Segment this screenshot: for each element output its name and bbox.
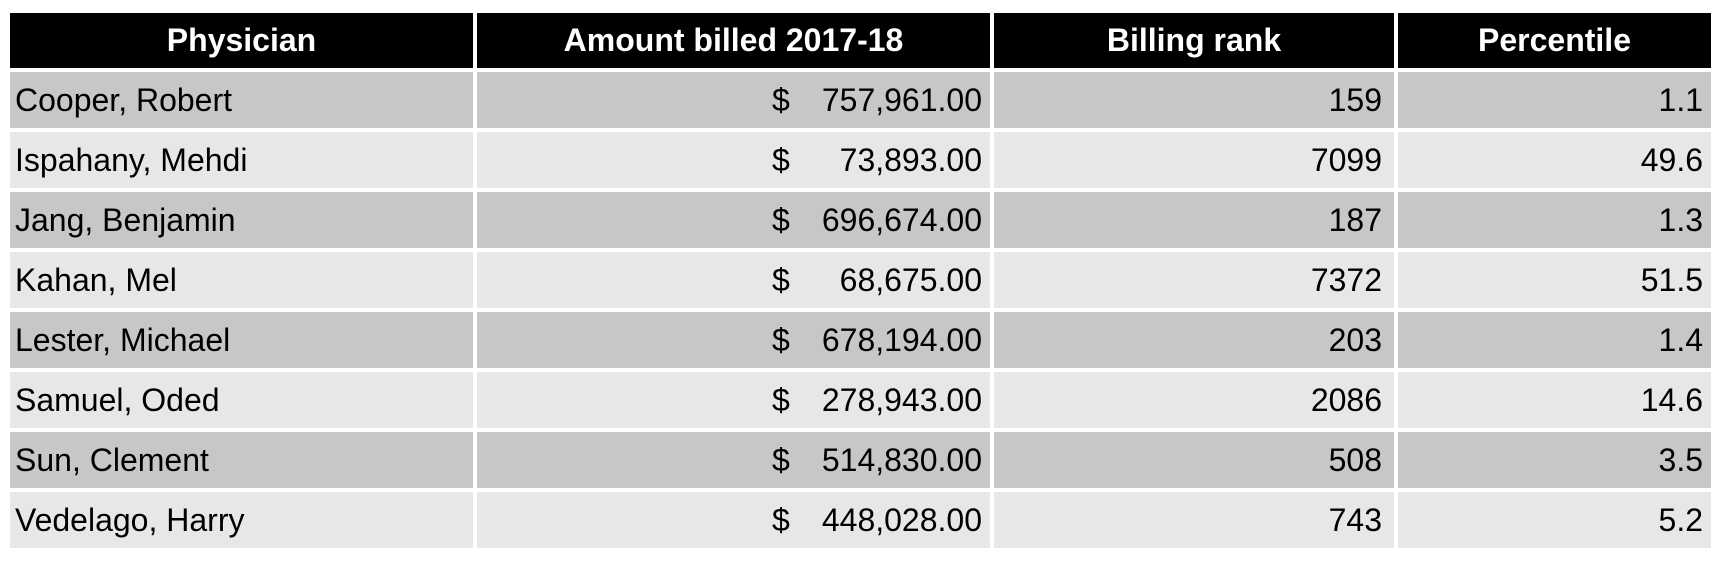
billing-rank-cell: 2086 (994, 372, 1394, 428)
header-cell-percentile: Percentile (1398, 13, 1711, 68)
table-row: Lester, Michael $ 678,194.00 203 1.4 (10, 312, 1711, 368)
currency-symbol: $ (772, 381, 790, 418)
amount-accounting-format: $ 448,028.00 (772, 502, 982, 539)
amount-accounting-format: $ 278,943.00 (772, 382, 982, 419)
currency-symbol: $ (772, 321, 790, 358)
header-cell-amount-billed: Amount billed 2017-18 (477, 13, 990, 68)
currency-symbol: $ (772, 261, 790, 298)
amount-billed-cell: $ 73,893.00 (477, 132, 990, 188)
amount-accounting-format: $ 73,893.00 (772, 142, 982, 179)
header-cell-billing-rank: Billing rank (994, 13, 1394, 68)
percentile-cell: 3.5 (1398, 432, 1711, 488)
billing-rank-cell: 508 (994, 432, 1394, 488)
amount-accounting-format: $ 696,674.00 (772, 202, 982, 239)
amount-value: 678,194.00 (821, 321, 982, 358)
percentile-cell: 5.2 (1398, 492, 1711, 548)
amount-billed-cell: $ 678,194.00 (477, 312, 990, 368)
physician-name-cell: Samuel, Oded (10, 372, 473, 428)
billing-rank-cell: 7372 (994, 252, 1394, 308)
table-row: Sun, Clement $ 514,830.00 508 3.5 (10, 432, 1711, 488)
physician-name-cell: Lester, Michael (10, 312, 473, 368)
billing-rank-cell: 743 (994, 492, 1394, 548)
currency-symbol: $ (772, 81, 790, 118)
amount-billed-cell: $ 68,675.00 (477, 252, 990, 308)
table-row: Samuel, Oded $ 278,943.00 2086 14.6 (10, 372, 1711, 428)
amount-accounting-format: $ 68,675.00 (772, 262, 982, 299)
physician-name-cell: Ispahany, Mehdi (10, 132, 473, 188)
percentile-cell: 1.3 (1398, 192, 1711, 248)
amount-accounting-format: $ 757,961.00 (772, 82, 982, 119)
physician-name-cell: Jang, Benjamin (10, 192, 473, 248)
header-cell-physician: Physician (10, 13, 473, 68)
amount-accounting-format: $ 514,830.00 (772, 442, 982, 479)
percentile-cell: 49.6 (1398, 132, 1711, 188)
billing-rank-cell: 203 (994, 312, 1394, 368)
table-body: Cooper, Robert $ 757,961.00 159 1.1 Ispa… (10, 72, 1711, 548)
billing-rank-cell: 159 (994, 72, 1394, 128)
table-row: Jang, Benjamin $ 696,674.00 187 1.3 (10, 192, 1711, 248)
amount-value: 278,943.00 (821, 381, 982, 418)
amount-value: 696,674.00 (821, 201, 982, 238)
table-header-row: Physician Amount billed 2017-18 Billing … (10, 13, 1711, 68)
table-row: Vedelago, Harry $ 448,028.00 743 5.2 (10, 492, 1711, 548)
percentile-cell: 1.1 (1398, 72, 1711, 128)
percentile-cell: 51.5 (1398, 252, 1711, 308)
amount-billed-cell: $ 514,830.00 (477, 432, 990, 488)
amount-value: 514,830.00 (821, 441, 982, 478)
currency-symbol: $ (772, 201, 790, 238)
table-row: Cooper, Robert $ 757,961.00 159 1.1 (10, 72, 1711, 128)
amount-billed-cell: $ 448,028.00 (477, 492, 990, 548)
table-row: Ispahany, Mehdi $ 73,893.00 7099 49.6 (10, 132, 1711, 188)
physician-billing-table: Physician Amount billed 2017-18 Billing … (10, 13, 1711, 552)
currency-symbol: $ (772, 141, 790, 178)
amount-accounting-format: $ 678,194.00 (772, 322, 982, 359)
amount-billed-cell: $ 278,943.00 (477, 372, 990, 428)
amount-value: 68,675.00 (839, 261, 982, 298)
physician-name-cell: Vedelago, Harry (10, 492, 473, 548)
amount-value: 448,028.00 (821, 501, 982, 538)
physician-name-cell: Sun, Clement (10, 432, 473, 488)
percentile-cell: 1.4 (1398, 312, 1711, 368)
billing-rank-cell: 7099 (994, 132, 1394, 188)
currency-symbol: $ (772, 441, 790, 478)
amount-billed-cell: $ 757,961.00 (477, 72, 990, 128)
currency-symbol: $ (772, 501, 790, 538)
billing-rank-cell: 187 (994, 192, 1394, 248)
table-row: Kahan, Mel $ 68,675.00 7372 51.5 (10, 252, 1711, 308)
amount-billed-cell: $ 696,674.00 (477, 192, 990, 248)
amount-value: 757,961.00 (821, 81, 982, 118)
physician-name-cell: Kahan, Mel (10, 252, 473, 308)
physician-name-cell: Cooper, Robert (10, 72, 473, 128)
amount-value: 73,893.00 (839, 141, 982, 178)
percentile-cell: 14.6 (1398, 372, 1711, 428)
